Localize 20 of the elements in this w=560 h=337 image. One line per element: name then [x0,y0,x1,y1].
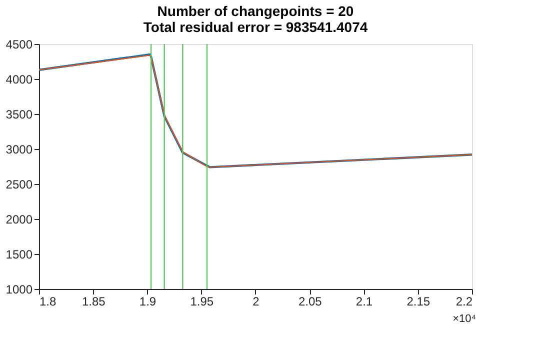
x-tick-label: 2 [252,294,260,308]
y-tick-label: 2500 [6,178,33,192]
x-tick-label: 2.15 [406,294,430,308]
x-tick-label: 1.95 [190,294,214,308]
text: Number of changepoints = 20 [157,3,354,19]
y-tick-label: 2000 [6,212,33,226]
x-tick-label: 2.1 [356,294,373,308]
y-tick-label: 1000 [6,282,33,296]
x-tick-label: 2.05 [298,294,322,308]
x-tick-label: 1.8 [40,294,57,308]
y-tick-label: 3000 [6,142,33,156]
x-tick-label: 1.9 [139,294,156,308]
y-tick-label: 4000 [6,72,33,86]
text: Total residual error = 983541.4074 [143,19,368,35]
x-tick-label: 2.2 [456,294,473,308]
y-tick-label: 3500 [6,108,33,122]
text: ×10⁴ [452,313,476,325]
y-tick-label: 4500 [6,38,33,52]
x-tick-label: 1.85 [82,294,106,308]
y-tick-label: 1500 [6,248,33,262]
